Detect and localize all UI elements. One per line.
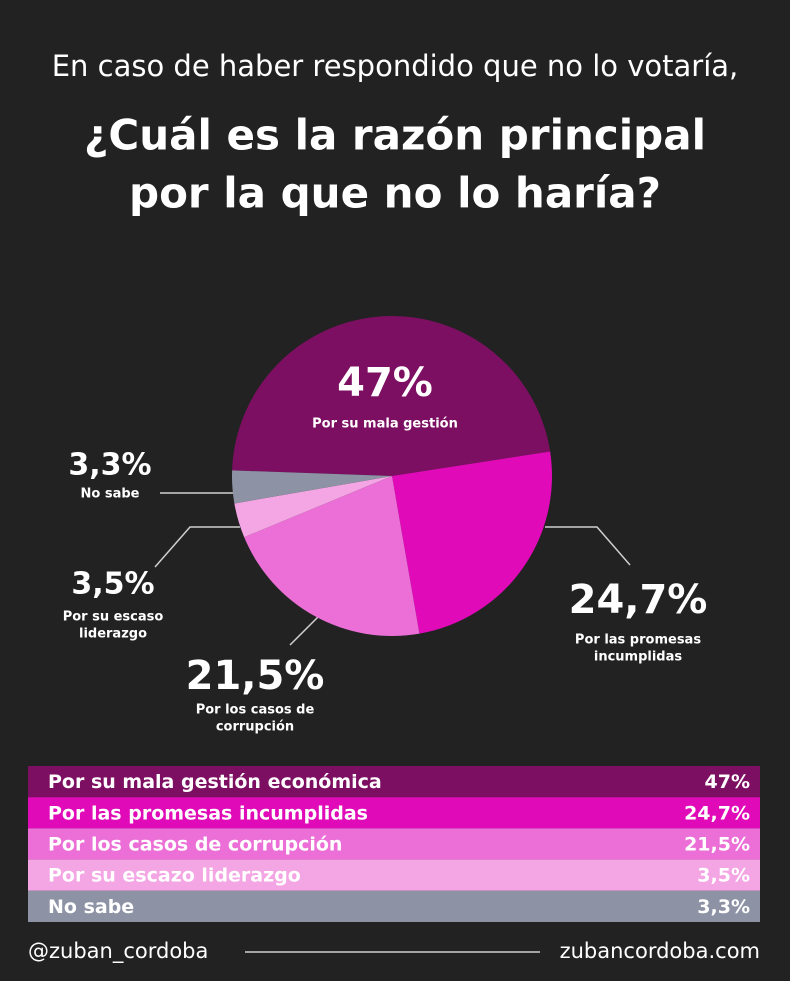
table-value: 3,3%: [697, 896, 750, 918]
table-value: 21,5%: [684, 834, 750, 856]
pie-category-label: Por las promesas: [575, 633, 701, 648]
table-row: [28, 890, 760, 922]
table-category: Por las promesas incumplidas: [48, 802, 368, 824]
pie-category-label: Por su mala gestión: [312, 417, 458, 432]
title-line: por la que no lo haría?: [129, 169, 661, 218]
footer-site: zubancordoba.com: [560, 939, 760, 963]
table-value: 3,5%: [697, 865, 750, 887]
pie-category-label: corrupción: [216, 720, 294, 735]
leader-lines: [154, 492, 631, 646]
pie-category-label: Por los casos de: [196, 703, 315, 718]
pie-value-label: 47%: [337, 360, 433, 406]
pie-category-label: Por su escaso: [63, 610, 164, 625]
table-row: [28, 797, 760, 829]
pie-slice: [232, 470, 392, 504]
table-category: Por su mala gestión económica: [48, 771, 382, 793]
title-line: ¿Cuál es la razón principal: [84, 111, 706, 160]
table-row: [28, 859, 760, 891]
pie-value-label: 3,3%: [68, 448, 151, 483]
subtitle: En caso de haber respondido que no lo vo…: [52, 49, 739, 83]
leader-line: [545, 526, 631, 566]
pie-category-label: incumplidas: [594, 650, 683, 665]
pie-value-label: 3,5%: [71, 567, 154, 602]
pie-slice: [244, 476, 420, 636]
pie-value-label: 21,5%: [186, 653, 325, 699]
table-row: [28, 766, 760, 798]
table-category: No sabe: [48, 896, 134, 918]
pie-category-label: No sabe: [81, 487, 140, 502]
table-value: 47%: [705, 771, 750, 793]
pie-slice: [234, 476, 392, 538]
footer-handle: @zuban_cordoba: [28, 939, 208, 964]
leader-line: [289, 616, 319, 646]
pie-slice: [232, 315, 551, 476]
leader-line: [154, 526, 240, 568]
pie-category-label: liderazgo: [79, 627, 147, 642]
pie-value-label: 24,7%: [569, 577, 708, 623]
pie-slice: [392, 451, 552, 634]
table-value: 24,7%: [684, 802, 750, 824]
table-row: [28, 828, 760, 860]
table-category: Por su escazo liderazgo: [48, 865, 301, 887]
table-category: Por los casos de corrupción: [48, 834, 342, 856]
